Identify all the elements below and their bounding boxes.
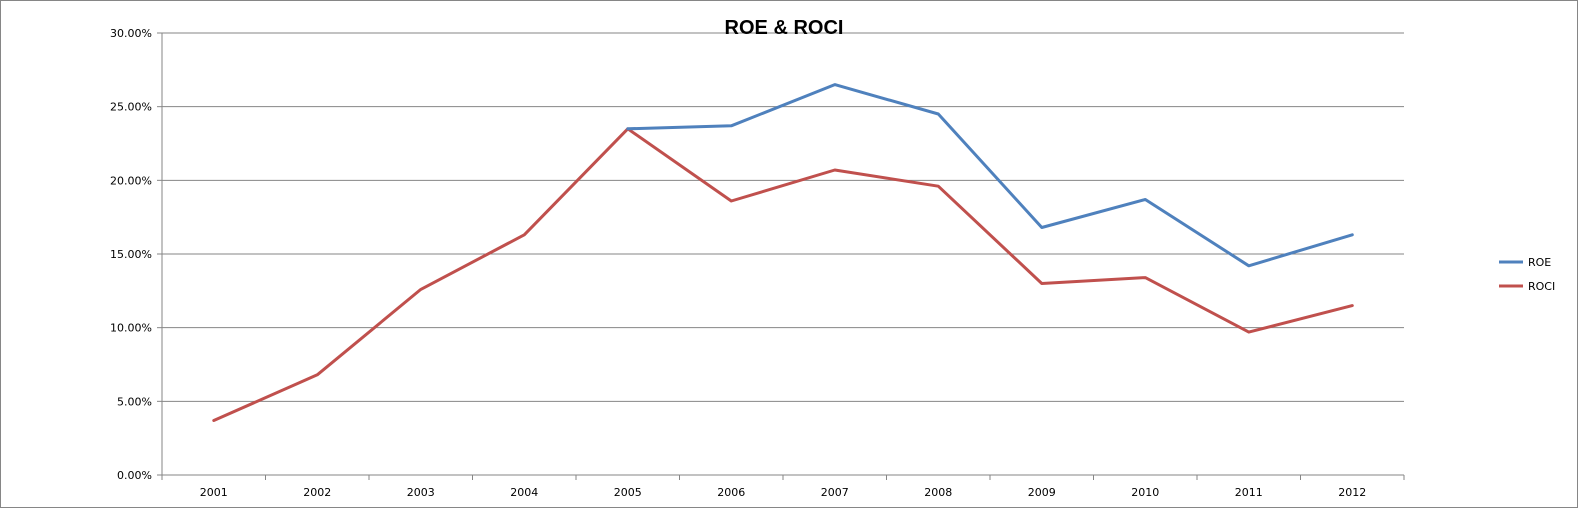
legend-label-roe: ROE	[1528, 256, 1551, 269]
x-axis-ticks: 2001 2002 2003 2004 2005 2006 2007 2008 2009 2010…	[161, 475, 1405, 499]
series-layer	[212, 83, 1354, 422]
x-tick-label: 2012	[1338, 486, 1366, 499]
legend: ROE ROCI	[1499, 256, 1555, 293]
x-tick-label: 2009	[1028, 486, 1056, 499]
x-tick-label: 2003	[407, 486, 435, 499]
y-tick-label: 30.00%	[110, 27, 152, 40]
y-tick-label: 15.00%	[110, 248, 152, 261]
x-tick-label: 2007	[821, 486, 849, 499]
y-tick-label: 10.00%	[110, 322, 152, 335]
y-tick-label: 25.00%	[110, 101, 152, 114]
x-tick-label: 2011	[1235, 486, 1263, 499]
y-tick-label: 0.00%	[117, 469, 152, 482]
x-tick-label: 2008	[924, 486, 952, 499]
x-tick-label: 2005	[614, 486, 642, 499]
y-tick-label: 20.00%	[110, 174, 152, 187]
x-tick-label: 2010	[1131, 486, 1159, 499]
y-tick-label: 5.00%	[117, 395, 152, 408]
x-tick-label: 2001	[200, 486, 228, 499]
gridlines	[162, 32, 1404, 402]
series-line-roci	[212, 127, 1354, 422]
chart-title: ROE & ROCI	[725, 17, 844, 39]
y-axis-ticks: 0.00% 5.00% 10.00% 15.00% 20.00% 25.00% 30.00%	[110, 27, 162, 482]
x-tick-label: 2002	[303, 486, 331, 499]
x-tick-label: 2004	[510, 486, 538, 499]
x-tick-label: 2006	[717, 486, 745, 499]
series-line-roe	[626, 83, 1354, 268]
legend-label-roci: ROCI	[1528, 280, 1555, 293]
